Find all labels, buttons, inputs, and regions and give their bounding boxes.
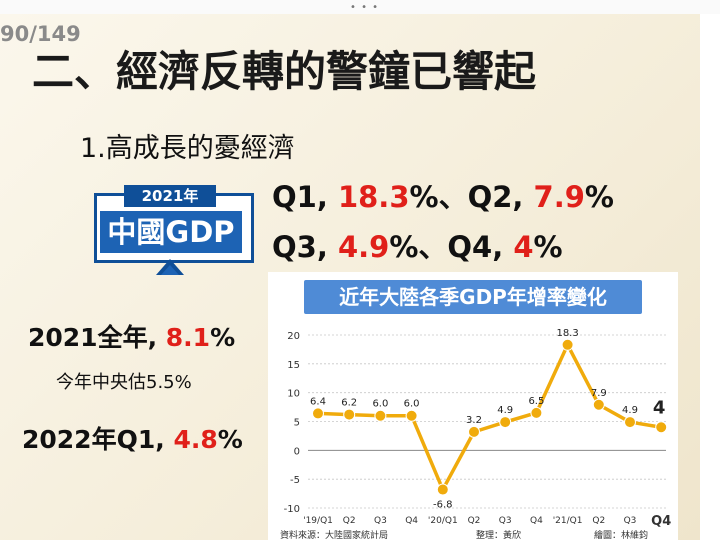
y-tick-label: 10 (287, 389, 300, 400)
slide-title: 二、經濟反轉的警鐘已響起 (32, 47, 537, 96)
y-tick-label: -5 (290, 475, 300, 486)
x-tick-label: '20/Q1 (428, 516, 458, 526)
series-line (317, 343, 662, 492)
page-number: 90/149 (0, 22, 81, 46)
quarter-line-1: Q1, 18.3%、Q2, 7.9% (272, 174, 614, 216)
data-label: 4 (653, 397, 666, 418)
q1-2022-value: 4.8 (173, 425, 218, 454)
y-tick-label: 15 (287, 360, 300, 371)
q3-pct: %、 (389, 230, 448, 264)
data-point (561, 338, 574, 351)
x-tick-label: Q2 (343, 516, 356, 526)
gdp-chart: 近年大陸各季GDP年增率變化 20 15 10 5 0 -5 -10'19/Q1 Q2 Q3 Q4… (268, 272, 678, 541)
more-icon[interactable]: • • • (350, 2, 380, 13)
chart-drawn: 繪圖：林維鈞 (594, 531, 649, 541)
chart-source: 資料來源：大陸國家統計局 (280, 531, 389, 541)
q2-pct: % (584, 180, 614, 214)
data-point (436, 483, 449, 496)
x-tick-label: Q2 (468, 516, 481, 526)
badge-year: 2021年 (124, 185, 216, 207)
quarter-line-2: Q3, 4.9%、Q4, 4% (272, 224, 563, 266)
q3-label: Q3, (272, 230, 338, 264)
data-point (499, 416, 512, 429)
annual-value: 8.1 (165, 323, 211, 352)
data-label: 6.0 (372, 399, 388, 410)
data-point (530, 406, 543, 419)
annual-label: 2021全年, (28, 323, 166, 352)
data-label: 4.9 (622, 405, 638, 416)
data-label: 6.5 (528, 396, 544, 407)
badge-pointer-inner (161, 265, 179, 275)
x-tick-label: Q2 (592, 516, 605, 526)
y-tick-label: 5 (294, 418, 300, 429)
q2-value: 7.9 (533, 180, 585, 214)
x-tick-label: '19/Q1 (303, 516, 333, 526)
y-tick-label: -10 (284, 504, 300, 515)
chart-header: 近年大陸各季GDP年增率變化 (268, 272, 678, 320)
china-gdp-badge: 2021年 中國GDP (94, 185, 254, 277)
x-tick-label: Q3 (374, 516, 387, 526)
chart-compiled: 整理：黃欣 (476, 531, 522, 541)
q4-label: Q4, (447, 230, 514, 264)
q1-2022-pct: % (217, 425, 243, 454)
annual-growth: 2021全年, 8.1% (28, 318, 235, 354)
browser-top-bar: • • • (0, 0, 720, 14)
data-label: 6.4 (310, 396, 326, 407)
q3-value: 4.9 (337, 230, 390, 264)
data-label: 18.3 (556, 328, 578, 339)
q1-value: 18.3 (337, 180, 410, 214)
y-tick-label: 20 (287, 331, 300, 342)
x-tick-label: '21/Q1 (553, 516, 583, 526)
x-tick-label: Q4 (405, 516, 418, 526)
data-point (312, 407, 324, 420)
right-margin (700, 14, 720, 540)
data-point (343, 408, 356, 421)
slide-subtitle: 1.高成長的憂經濟 (80, 133, 295, 164)
badge-label: 中國GDP (100, 211, 242, 253)
data-point (374, 409, 387, 422)
q1-2022-label: 2022年Q1, (22, 425, 174, 454)
x-tick-label: Q3 (499, 516, 512, 526)
data-label: 7.9 (591, 388, 607, 399)
x-tick-label: Q3 (624, 516, 637, 526)
data-point (468, 425, 480, 438)
data-point (655, 421, 668, 434)
data-label: 6.0 (404, 399, 420, 410)
y-tick-label: 0 (294, 446, 300, 457)
x-tick-label: Q4 (651, 514, 671, 529)
x-tick-label: Q4 (530, 516, 543, 526)
data-point (624, 416, 636, 429)
annual-pct: % (210, 323, 236, 352)
q4-pct: % (533, 230, 563, 264)
data-label: -6.8 (433, 500, 453, 511)
chart-plot: 20 15 10 5 0 -5 -10'19/Q1 Q2 Q3 Q4 '20/Q1 Q2 Q3 Q4 '21… (284, 328, 672, 529)
q1-2022-growth: 2022年Q1, 4.8% (22, 420, 243, 456)
data-label: 6.2 (341, 398, 357, 409)
q1-label: Q1, (272, 180, 338, 214)
chart-title: 近年大陸各季GDP年增率變化 (304, 280, 642, 314)
data-point (592, 398, 605, 411)
data-label: 3.2 (466, 415, 482, 426)
q1-pct: %、 (409, 180, 468, 214)
data-point (405, 409, 418, 422)
target-note: 今年中央估5.5% (56, 372, 192, 393)
q2-label: Q2, (467, 180, 534, 214)
q4-value: 4 (513, 230, 534, 264)
data-label: 4.9 (497, 405, 513, 416)
